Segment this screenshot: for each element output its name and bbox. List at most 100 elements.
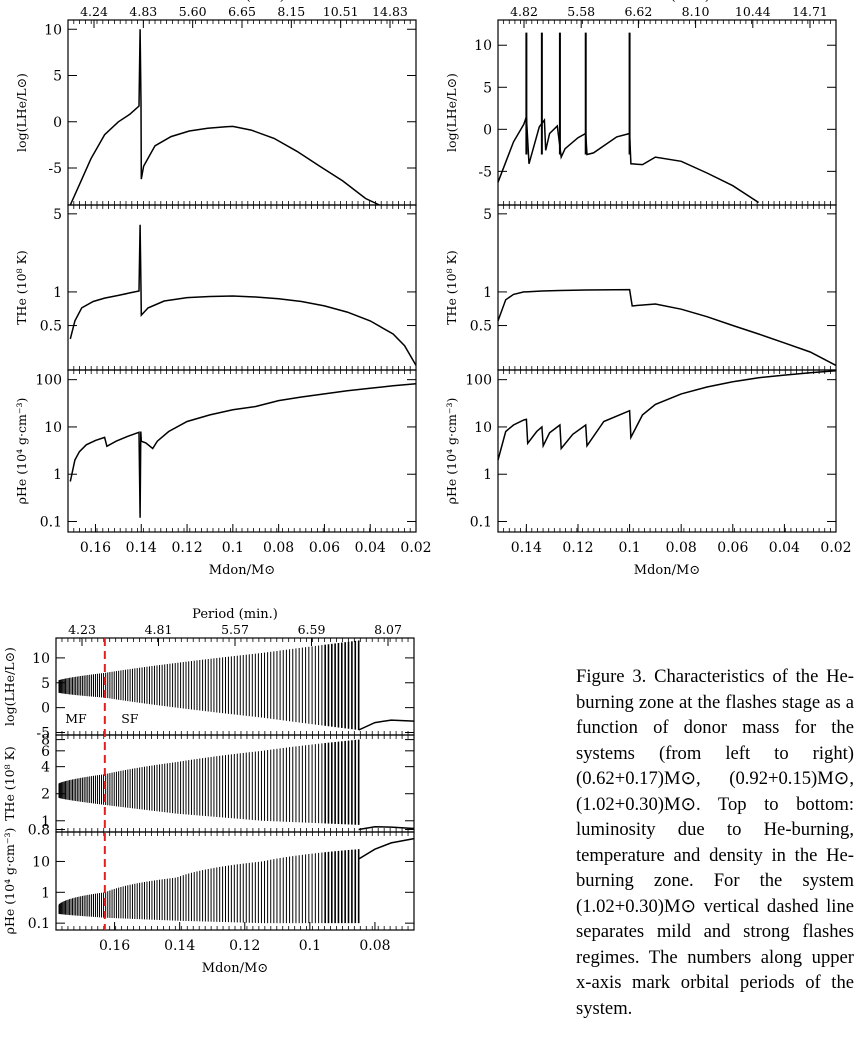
top-axis-label: Period (min.) (624, 0, 710, 4)
top-tick-label: 14.83 (372, 4, 408, 19)
top-tick-label: 6.65 (228, 4, 256, 19)
panel-1: 10 5 0 -5 log(LHe/L⊙) (2, 637, 415, 742)
x-tick-label: 0.02 (400, 540, 431, 556)
x-tick-label: 0.16 (99, 938, 130, 954)
y-tick-label: 4 (41, 760, 50, 776)
top-axis-label: Period (min.) (199, 0, 285, 4)
top-tick-label: 4.82 (510, 4, 538, 19)
x-tick-label: 0.1 (222, 540, 244, 556)
regime-label-mf: MF (65, 711, 87, 726)
y-tick-label: 0 (41, 701, 50, 717)
y-tick-label: 5 (483, 80, 492, 96)
top-axis-label: Period (min.) (192, 607, 278, 622)
y-tick-label: 0 (53, 115, 62, 131)
y-tick-label: 5 (483, 207, 492, 223)
panel-2: 864 2 10.8 THe (10⁸ K) (2, 733, 415, 838)
x-tick-label: 0.02 (820, 540, 851, 556)
x-tick-label: 0.14 (164, 938, 195, 954)
top-tick-label: 14.71 (792, 4, 828, 19)
y-axis-label: THe (10⁸ K) (14, 250, 29, 325)
x-tick-label: 0.08 (263, 540, 294, 556)
top-tick-label: 10.44 (735, 4, 771, 19)
y-tick-label: 10 (32, 651, 50, 667)
top-tick-label: 4.23 (68, 622, 96, 637)
y-tick-label: 10 (32, 854, 50, 870)
y-tick-label: 0.1 (470, 515, 492, 531)
x-axis-label: Mdon/M⊙ (634, 563, 700, 578)
chart-1: Period (min.)4.244.835.606.658.1510.5114… (14, 0, 432, 578)
y-tick-label: 0.8 (28, 822, 50, 838)
y-tick-label: 1 (483, 285, 492, 301)
series-line (358, 837, 415, 860)
x-tick-label: 0.16 (80, 540, 111, 556)
y-tick-label: 5 (41, 676, 50, 692)
y-tick-label: 0.5 (470, 319, 492, 335)
y-axis-label: THe (10⁸ K) (444, 250, 459, 325)
series-line (69, 29, 380, 206)
series-line (69, 382, 417, 518)
figure-caption: Figure 3. Characteristics of the He-burn… (576, 666, 854, 1019)
y-tick-label: -5 (478, 164, 492, 180)
top-tick-label: 4.83 (129, 4, 157, 19)
chart-2: Period (min.)4.825.586.628.1010.4414.711… (444, 0, 852, 578)
series-line (69, 224, 417, 366)
x-tick-label: 0.04 (769, 540, 800, 556)
y-tick-label: -5 (36, 726, 50, 742)
panel-frame (67, 204, 417, 371)
top-tick-label: 8.07 (374, 622, 402, 637)
y-tick-label: 0.1 (28, 916, 50, 932)
panel-1: 10 5 0 -5 log(LHe/L⊙) (444, 19, 837, 206)
top-tick-label: 6.62 (624, 4, 652, 19)
series-line (497, 288, 837, 367)
x-tick-label: 0.14 (511, 540, 542, 556)
y-tick-label: 10 (474, 420, 492, 436)
panel-frame (67, 19, 417, 206)
top-tick-label: 5.60 (179, 4, 207, 19)
y-axis-label: THe (10⁸ K) (2, 746, 17, 821)
series-line (497, 116, 760, 204)
x-tick-label: 0.08 (666, 540, 697, 556)
series-line (358, 825, 415, 831)
y-tick-label: 6 (41, 744, 50, 760)
panel-3: 10 1 0.1 ρHe (10⁴ g·cm⁻³) (2, 828, 415, 934)
panel-3: 100 10 1 0.1 ρHe (10⁴ g·cm⁻³) (444, 369, 837, 533)
y-tick-label: 100 (465, 373, 492, 389)
panel-2: 5 1 0.5 THe (10⁸ K) (444, 204, 837, 371)
top-tick-label: 4.24 (80, 4, 108, 19)
x-tick-label: 0.06 (717, 540, 748, 556)
y-tick-label: 1 (41, 814, 50, 830)
x-tick-label: 0.1 (299, 938, 321, 954)
y-axis-label: log(LHe/L⊙) (14, 73, 29, 152)
y-tick-label: 100 (35, 373, 62, 389)
series-line (497, 369, 837, 461)
x-tick-label: 0.14 (126, 540, 157, 556)
x-tick-label: 0.12 (229, 938, 260, 954)
panel-frame (497, 369, 837, 533)
y-tick-label: 1 (53, 285, 62, 301)
y-tick-label: 0.5 (40, 319, 62, 335)
y-tick-label: 1 (41, 885, 50, 901)
y-tick-label: 10 (474, 38, 492, 54)
panel-frame (497, 204, 837, 371)
x-axis-label: Mdon/M⊙ (202, 961, 268, 976)
y-tick-label: 0 (483, 122, 492, 138)
top-tick-label: 5.58 (567, 4, 595, 19)
y-axis-label: ρHe (10⁴ g·cm⁻³) (444, 398, 459, 505)
panel-3: 100 10 1 0.1 ρHe (10⁴ g·cm⁻³) (14, 369, 417, 533)
y-tick-label: 5 (53, 207, 62, 223)
x-tick-label: 0.08 (359, 938, 390, 954)
chart-3: Period (min.) 4.23 4.81 5.57 6.59 8.07 10 5 0 -5 l… (2, 607, 415, 976)
top-tick-label: 10.51 (323, 4, 359, 19)
y-tick-label: 1 (483, 467, 492, 483)
y-axis-label: log(LHe/L⊙) (444, 73, 459, 152)
series-line (358, 719, 415, 731)
regime-label-sf: SF (121, 711, 139, 726)
x-tick-label: 0.06 (309, 540, 340, 556)
panel-frame (497, 19, 837, 206)
y-tick-label: 5 (53, 69, 62, 85)
x-tick-label: 0.04 (355, 540, 386, 556)
panel-frame (67, 369, 417, 533)
top-tick-label: 4.81 (145, 622, 173, 637)
y-tick-label: 0.1 (40, 515, 62, 531)
